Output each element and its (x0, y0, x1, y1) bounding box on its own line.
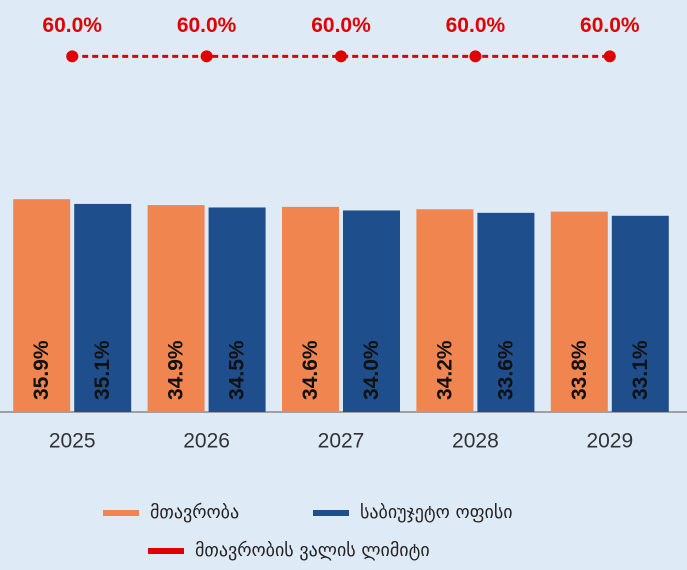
limit-value-label: 60.0% (42, 14, 102, 37)
legend-swatch (103, 510, 139, 516)
limit-marker (66, 50, 79, 63)
bar (477, 212, 535, 412)
bar-value-label: 35.9% (30, 340, 53, 400)
legend-swatch (313, 510, 349, 516)
bar-value-label: 34.9% (165, 340, 188, 400)
legend-swatch (148, 548, 184, 554)
bar (611, 215, 669, 412)
legend-label: მთავრობის ვალის ლიმიტი (195, 540, 430, 561)
limit-value-label: 60.0% (580, 14, 640, 37)
bar-value-label: 34.2% (433, 340, 456, 400)
bar-value-label: 33.8% (568, 340, 591, 400)
bar-value-label: 33.6% (494, 340, 517, 400)
limit-value-label: 60.0% (446, 14, 506, 37)
bar (550, 211, 608, 412)
bar (13, 199, 71, 412)
bar-value-label: 34.6% (299, 340, 322, 400)
limit-marker (603, 50, 616, 63)
bar (343, 210, 400, 412)
x-tick-label: 2027 (318, 430, 365, 453)
bar-value-label: 33.1% (629, 340, 652, 400)
limit-marker (200, 50, 213, 63)
x-tick-label: 2029 (586, 430, 633, 453)
bar-value-label: 34.5% (226, 340, 249, 400)
bar (208, 207, 266, 412)
bar (147, 205, 205, 412)
x-tick-label: 2025 (49, 430, 96, 453)
limit-value-label: 60.0% (177, 14, 237, 37)
bar-value-label: 35.1% (91, 340, 114, 400)
bar (282, 206, 339, 412)
bar (416, 209, 474, 412)
limit-marker (469, 50, 482, 63)
limit-marker (335, 50, 347, 63)
bar (74, 203, 132, 412)
limit-value-label: 60.0% (311, 14, 371, 37)
bar-value-label: 34.0% (360, 340, 383, 400)
x-tick-label: 2026 (183, 430, 230, 453)
legend-label: მთავრობა (150, 502, 239, 523)
x-tick-label: 2028 (452, 430, 499, 453)
legend-label: საბიუჯეტო ოფისი (360, 502, 513, 523)
